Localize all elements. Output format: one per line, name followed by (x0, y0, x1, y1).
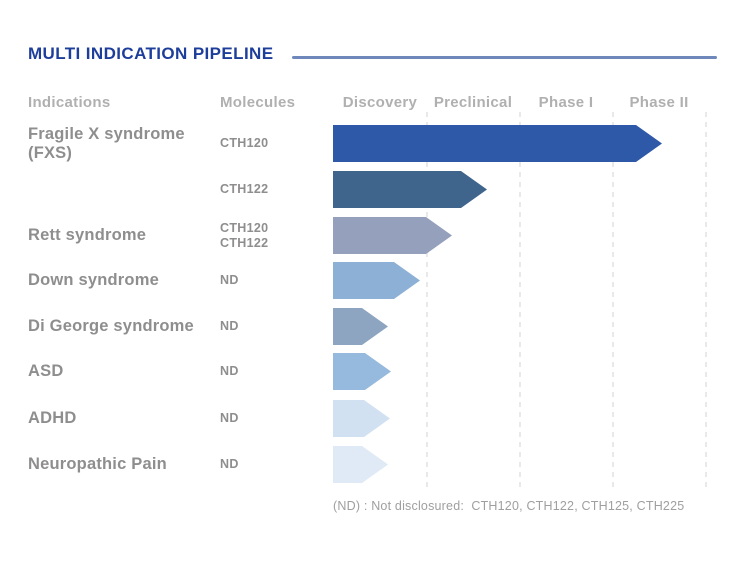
column-header-molecules: Molecules (220, 94, 296, 111)
pipeline-bar (333, 446, 388, 483)
molecule-label: ND (220, 364, 239, 378)
indication-label: Fragile X syndrome (FXS) (28, 124, 185, 162)
pipeline-row: Di George syndrome ND (0, 308, 729, 345)
pipeline-bar (333, 217, 452, 254)
phase-gridline (519, 112, 521, 490)
pipeline-row: Fragile X syndrome (FXS) CTH120 (0, 125, 729, 162)
pipeline-row: Down syndrome ND (0, 262, 729, 299)
phase-header-phase1: Phase I (538, 94, 594, 111)
pipeline-bar (333, 353, 391, 390)
indication-label: ASD (28, 362, 64, 380)
molecule-label: CTH120 (220, 136, 269, 150)
indication-label: Di George syndrome (28, 317, 194, 335)
molecule-label: CTH120 CTH122 (220, 220, 269, 250)
pipeline-bar (333, 400, 390, 437)
phase-gridline (426, 112, 428, 490)
indication-label: Neuropathic Pain (28, 455, 167, 473)
indication-label (28, 171, 216, 208)
molecule-label: ND (220, 319, 239, 333)
phase-gridline (612, 112, 614, 490)
molecule-label: CTH122 (220, 182, 269, 196)
page-title: MULTI INDICATION PIPELINE (28, 44, 274, 63)
phase-header-preclinical: Preclinical (433, 94, 513, 111)
phase-gridline (705, 112, 707, 490)
phase-header-discovery: Discovery (342, 94, 418, 111)
indication-label: Down syndrome (28, 271, 159, 289)
phase-header-phase2: Phase II (629, 94, 689, 111)
title-rule (292, 56, 717, 59)
pipeline-bar (333, 262, 420, 299)
molecule-label: ND (220, 411, 239, 425)
pipeline-bar (333, 125, 662, 162)
pipeline-row: CTH122 (0, 171, 729, 208)
footnote: (ND) : Not disclosured: CTH120, CTH122, … (333, 499, 685, 513)
pipeline-row: ASD ND (0, 353, 729, 390)
pipeline-row: Neuropathic Pain ND (0, 446, 729, 483)
indication-label: Rett syndrome (28, 226, 147, 244)
pipeline-bar (333, 308, 388, 345)
indication-label: ADHD (28, 409, 77, 427)
molecule-label: ND (220, 273, 239, 287)
molecule-label: ND (220, 457, 239, 471)
pipeline-row: Rett syndrome CTH120 CTH122 (0, 217, 729, 254)
pipeline-bar (333, 171, 487, 208)
pipeline-row: ADHD ND (0, 400, 729, 437)
column-header-indications: Indications (28, 94, 111, 111)
